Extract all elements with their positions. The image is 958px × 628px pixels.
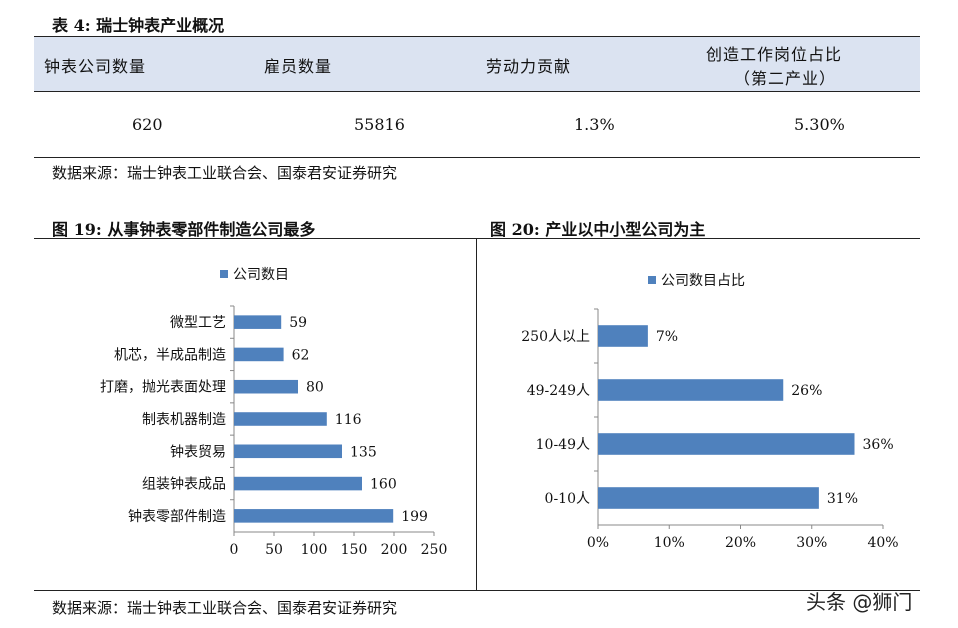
cell-company-count: 620 — [132, 115, 163, 134]
fig19-category-label: 制表机器制造 — [142, 412, 226, 428]
fig19-data-label: 116 — [335, 412, 362, 428]
table-header: 钟表公司数量 雇员数量 劳动力贡献 创造工作岗位占比 （第二产业） — [34, 36, 920, 92]
header-job-share: 创造工作岗位占比 — [706, 45, 843, 64]
fig19-x-tick-label: 200 — [381, 542, 408, 558]
fig19-legend-swatch — [220, 270, 228, 278]
panel-top-rule — [34, 238, 920, 239]
fig19-title: 图 19: 从事钟表零部件制造公司最多 — [52, 220, 316, 239]
fig19-bar — [234, 379, 298, 394]
fig19-bar — [234, 444, 342, 459]
fig19-category-label: 组装钟表成品 — [142, 476, 226, 493]
fig19-data-label: 62 — [292, 347, 310, 363]
fig20-x-tick-label: 40% — [867, 535, 898, 551]
fig20-x-tick-label: 0% — [587, 535, 609, 551]
table-title: 表 4: 瑞士钟表产业概况 — [52, 16, 225, 35]
fig20-bar — [598, 325, 648, 347]
fig20-bar — [598, 487, 819, 509]
cell-job-share: 5.30% — [794, 115, 845, 134]
fig19-category-label: 打磨，抛光表面处理 — [100, 379, 226, 396]
fig20-data-label: 36% — [863, 437, 894, 453]
fig19-x-tick-label: 100 — [301, 542, 328, 558]
fig20-data-label: 7% — [656, 329, 678, 345]
source-note-bottom: 数据来源：瑞士钟表工业联合会、国泰君安证券研究 — [52, 599, 398, 617]
fig20-bar — [598, 433, 855, 455]
fig20-legend-label: 公司数目占比 — [661, 273, 745, 289]
header-company-count: 钟表公司数量 — [44, 57, 147, 76]
fig19-category-label: 微型工艺 — [170, 315, 226, 331]
fig19-category-label: 钟表贸易 — [170, 443, 226, 460]
fig20-category-label: 0-10人 — [545, 491, 590, 507]
fig20-data-label: 26% — [791, 383, 822, 399]
cell-labor-contribution: 1.3% — [574, 115, 615, 134]
cell-employee-count: 55816 — [354, 115, 405, 134]
fig19-legend-label: 公司数目 — [233, 267, 289, 283]
fig19-category-label: 机芯，半成品制造 — [114, 347, 226, 363]
fig20-x-tick-label: 20% — [725, 535, 756, 551]
fig19-bar — [234, 412, 327, 426]
watermark-text: 头条 @狮门 — [806, 590, 913, 614]
fig20-x-tick-label: 30% — [796, 535, 827, 551]
fig19-data-label: 135 — [350, 444, 377, 460]
fig19-bar — [234, 509, 394, 523]
fig20-x-tick-label: 10% — [654, 535, 685, 551]
fig20-legend-swatch — [648, 276, 656, 284]
fig20-bar — [598, 379, 784, 401]
fig19-bar — [234, 476, 362, 491]
fig19-x-tick-label: 0 — [230, 542, 239, 558]
fig20-data-label: 31% — [827, 491, 858, 507]
panel-bottom-rule — [34, 590, 920, 591]
fig20-category-label: 10-49人 — [536, 437, 590, 453]
fig19-data-label: 59 — [289, 315, 307, 331]
fig20-chart: 公司数目占比 250人以上 7% 49-249人 26% 10-49人 36% 0-10人 31… — [521, 273, 898, 551]
fig19-bar — [234, 315, 282, 329]
fig19-x-tick-label: 250 — [421, 542, 448, 558]
fig19-x-tick-label: 50 — [265, 542, 283, 558]
table-row: 620 55816 1.3% 5.30% — [34, 91, 920, 158]
fig19-category-label: 钟表零部件制造 — [128, 508, 226, 525]
fig19-x-tick-label: 150 — [341, 542, 368, 558]
fig20-category-label: 250人以上 — [521, 329, 590, 345]
fig20-title: 图 20: 产业以中小型公司为主 — [490, 220, 706, 239]
fig19-data-label: 160 — [370, 477, 397, 493]
source-note-top: 数据来源：瑞士钟表工业联合会、国泰君安证券研究 — [52, 164, 398, 182]
fig19-data-label: 80 — [306, 380, 324, 396]
fig19-data-label: 199 — [401, 509, 428, 525]
fig19-bar — [234, 347, 284, 362]
header-labor-contribution: 劳动力贡献 — [486, 57, 572, 76]
panel-separator — [476, 238, 477, 590]
header-secondary-industry: （第二产业） — [734, 69, 837, 88]
header-employee-count: 雇员数量 — [264, 57, 333, 76]
fig20-category-label: 49-249人 — [527, 383, 590, 399]
